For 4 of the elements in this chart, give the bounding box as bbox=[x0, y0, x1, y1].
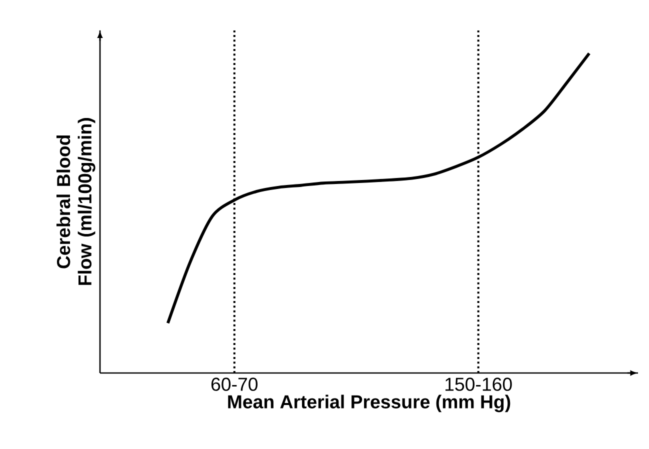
x-axis-title: Mean Arterial Pressure (mm Hg) bbox=[228, 394, 510, 412]
x-tick-label: 60-70 bbox=[211, 378, 258, 391]
y-axis-title: Cerebral Blood Flow (ml/100g/min) bbox=[56, 118, 96, 285]
x-tick-label: 150-160 bbox=[446, 378, 512, 391]
